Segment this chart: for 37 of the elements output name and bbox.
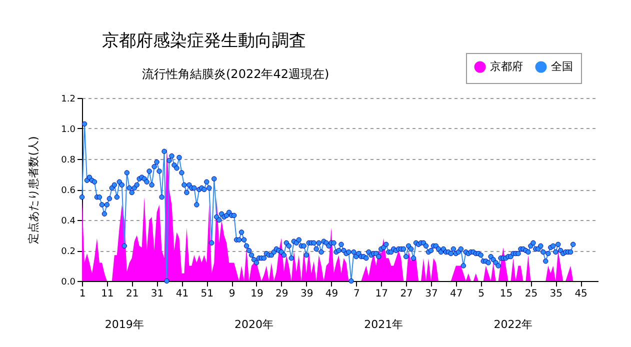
chart-subtitle: 流行性角結膜炎(2022年42週現在) — [142, 67, 330, 81]
x-tick-label: 45 — [574, 288, 588, 300]
x-tick-label: 47 — [450, 288, 463, 300]
x-tick-label: 35 — [550, 288, 562, 300]
y-tick-label: 0.2 — [61, 247, 76, 257]
y-tick-label: 0.8 — [61, 156, 76, 166]
text: 2019年 — [104, 318, 144, 331]
x-tick-label: 51 — [200, 288, 214, 300]
y-tick-label: 0.4 — [61, 216, 76, 226]
x-tick-label: 37 — [425, 288, 438, 300]
x-tick-label: 21 — [126, 288, 139, 300]
legend-label: 全国 — [551, 60, 573, 73]
y-tick-label: 0.0 — [61, 278, 76, 288]
x-tick-label: 41 — [176, 288, 189, 300]
x-tick-label: 27 — [400, 288, 413, 300]
x-tick-label: 49 — [325, 288, 338, 300]
x-tick-label: 15 — [500, 288, 513, 300]
x-tick-label: 7 — [354, 288, 360, 300]
y-axis-title: 定点あたり患者数(人) — [27, 136, 40, 244]
x-tick-label: 9 — [228, 288, 236, 300]
x-tick-label: 17 — [375, 288, 388, 300]
text: 2021年 — [364, 318, 404, 331]
x-tick-label: 25 — [524, 288, 538, 300]
x-tick-label: 39 — [300, 288, 314, 300]
chart-title: 京都府感染症発生動向調査 — [102, 31, 306, 51]
x-tick-label: 29 — [276, 288, 288, 300]
text: 2020年 — [234, 318, 274, 331]
y-tick-label: 1.0 — [61, 125, 76, 135]
y-tick-label: 1.2 — [61, 94, 76, 104]
y-tick-label: 0.6 — [61, 186, 76, 196]
x-tick-label: 5 — [478, 288, 485, 300]
legend-label: 京都府 — [490, 60, 523, 73]
x-tick-label: 31 — [150, 288, 164, 300]
x-tick-label: 11 — [101, 288, 114, 300]
x-tick-label: 19 — [250, 288, 264, 300]
x-tick-label: 1 — [79, 288, 86, 300]
text: 2022年 — [494, 318, 533, 331]
